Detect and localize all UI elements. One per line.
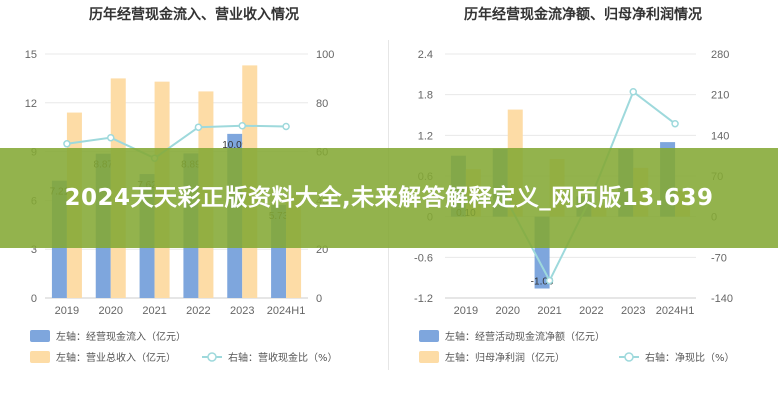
right-chart-legend-label: 左轴：归母净利润（亿元）: [445, 351, 565, 364]
right-chart-y-right-tick: 140: [711, 130, 729, 142]
left-chart-legend-label: 左轴：营业总收入（亿元）: [56, 351, 176, 364]
right-chart-x-tick: 2024H1: [656, 305, 695, 317]
left-chart-x-tick: 2022: [186, 305, 210, 317]
left-chart-x-tick: 2023: [230, 305, 254, 317]
left-chart-y-left-tick: 0: [31, 293, 37, 305]
left-chart-line-point: [63, 140, 71, 148]
right-chart-x-tick: 2022: [579, 305, 603, 317]
left-chart-line-point: [107, 133, 115, 142]
left-chart-title: 历年经营现金流入、营业收入情况: [89, 6, 299, 23]
left-chart-y-left-tick: 12: [25, 98, 37, 110]
right-chart-legend-swatch: [419, 330, 439, 342]
right-chart-line-point: [671, 119, 679, 128]
right-chart-y-left-tick: 1.8: [418, 90, 433, 102]
left-chart-line-point: [238, 121, 246, 130]
right-chart-x-tick: 2021: [537, 305, 561, 317]
right-chart-y-left-tick: 2.4: [418, 49, 433, 61]
right-chart-y-right-tick: 210: [711, 90, 729, 102]
left-chart-legend-label: 左轴：经营现金流入（亿元）: [56, 330, 186, 343]
left-chart-x-tick: 2020: [99, 305, 123, 317]
left-chart-legend-label: 右轴：营收现金比（%）: [228, 351, 338, 364]
overlay-banner: 2024天天彩正版资料大全,未来解答解释定义_网页版13.639: [0, 148, 778, 248]
right-chart-title: 历年经营现金流净额、归母净利润情况: [464, 6, 702, 23]
left-chart-y-left-tick: 3: [31, 244, 37, 256]
right-chart-y-left-tick: 1.2: [418, 130, 433, 142]
right-chart-x-tick: 2020: [496, 305, 520, 317]
left-chart-y-right-tick: 0: [316, 293, 322, 305]
left-chart-legend-swatch: [30, 330, 50, 342]
left-chart-x-tick: 2024H1: [267, 305, 306, 317]
right-chart-bar-data-label: -1.06: [531, 277, 554, 288]
right-chart-legend-label: 右轴：净现比（%）: [645, 351, 735, 364]
left-chart-x-tick: 2019: [55, 305, 79, 317]
right-chart-line-point: [545, 276, 554, 285]
right-chart-line-point: [629, 88, 637, 96]
right-chart-legend-line-marker: [624, 352, 634, 362]
right-chart-x-tick: 2019: [454, 305, 478, 317]
left-chart-legend-line-marker: [207, 352, 217, 362]
right-chart-y-right-tick: -70: [711, 252, 727, 264]
left-chart-line-point: [282, 122, 290, 131]
left-chart-y-left-tick: 15: [25, 49, 37, 61]
left-chart-y-right-tick: 100: [316, 49, 334, 61]
left-chart-bar-data-label: 10.09: [222, 140, 247, 151]
right-chart-y-right-tick: -140: [711, 293, 733, 305]
overlay-banner-text: 2024天天彩正版资料大全,未来解答解释定义_网页版13.639: [64, 185, 714, 211]
right-chart-x-tick: 2023: [621, 305, 645, 317]
left-chart-legend-swatch: [30, 351, 50, 363]
right-chart-legend-swatch: [419, 351, 439, 363]
left-chart-line-point: [194, 123, 203, 131]
right-chart-y-left-tick: -0.6: [414, 252, 433, 264]
right-chart-legend-label: 左轴：经营活动现金流净额（亿元）: [445, 330, 605, 343]
right-chart-y-right-tick: 280: [711, 49, 729, 61]
left-chart-line-series: [66, 124, 287, 160]
left-chart-x-tick: 2021: [142, 305, 166, 317]
right-chart-y-left-tick: -1.2: [414, 293, 433, 305]
left-chart-y-right-tick: 80: [316, 98, 328, 110]
